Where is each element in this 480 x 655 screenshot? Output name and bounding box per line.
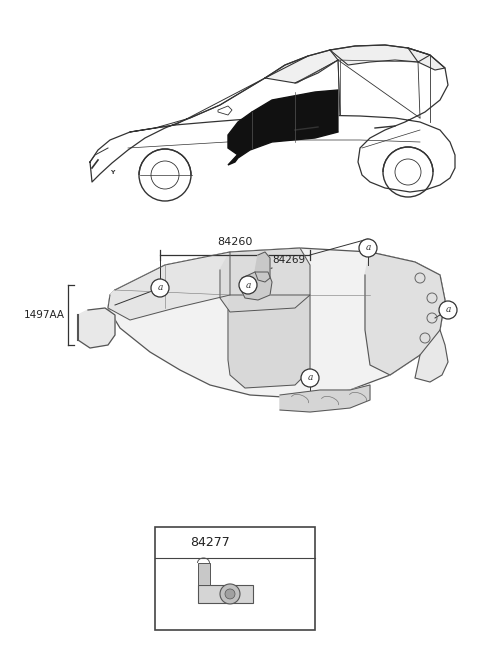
Polygon shape	[108, 252, 230, 320]
Text: Y: Y	[110, 170, 114, 174]
Circle shape	[225, 589, 235, 599]
Text: a: a	[365, 244, 371, 252]
Circle shape	[359, 239, 377, 257]
Circle shape	[164, 533, 182, 552]
Text: 1497AA: 1497AA	[24, 310, 65, 320]
Polygon shape	[220, 248, 310, 312]
Circle shape	[220, 584, 240, 604]
Text: a: a	[307, 373, 312, 383]
Polygon shape	[280, 385, 370, 412]
Polygon shape	[228, 90, 338, 165]
Polygon shape	[240, 272, 272, 300]
Text: 84277: 84277	[190, 536, 230, 549]
Circle shape	[151, 279, 169, 297]
Polygon shape	[265, 50, 338, 83]
Circle shape	[439, 301, 457, 319]
Polygon shape	[78, 308, 115, 348]
Polygon shape	[365, 252, 445, 375]
Polygon shape	[415, 330, 448, 382]
Text: 84260: 84260	[217, 237, 252, 247]
Polygon shape	[228, 295, 310, 388]
Text: a: a	[445, 305, 451, 314]
Polygon shape	[330, 45, 430, 65]
Polygon shape	[228, 112, 252, 155]
Text: 84269: 84269	[272, 255, 305, 265]
Polygon shape	[197, 563, 209, 585]
Circle shape	[239, 276, 257, 294]
Polygon shape	[255, 252, 270, 282]
Bar	[197, 585, 252, 603]
Bar	[155, 527, 315, 630]
Polygon shape	[108, 248, 445, 398]
Text: a: a	[245, 280, 251, 290]
Polygon shape	[408, 48, 445, 70]
Text: a: a	[157, 284, 163, 293]
Circle shape	[301, 369, 319, 387]
Text: a: a	[170, 538, 176, 547]
